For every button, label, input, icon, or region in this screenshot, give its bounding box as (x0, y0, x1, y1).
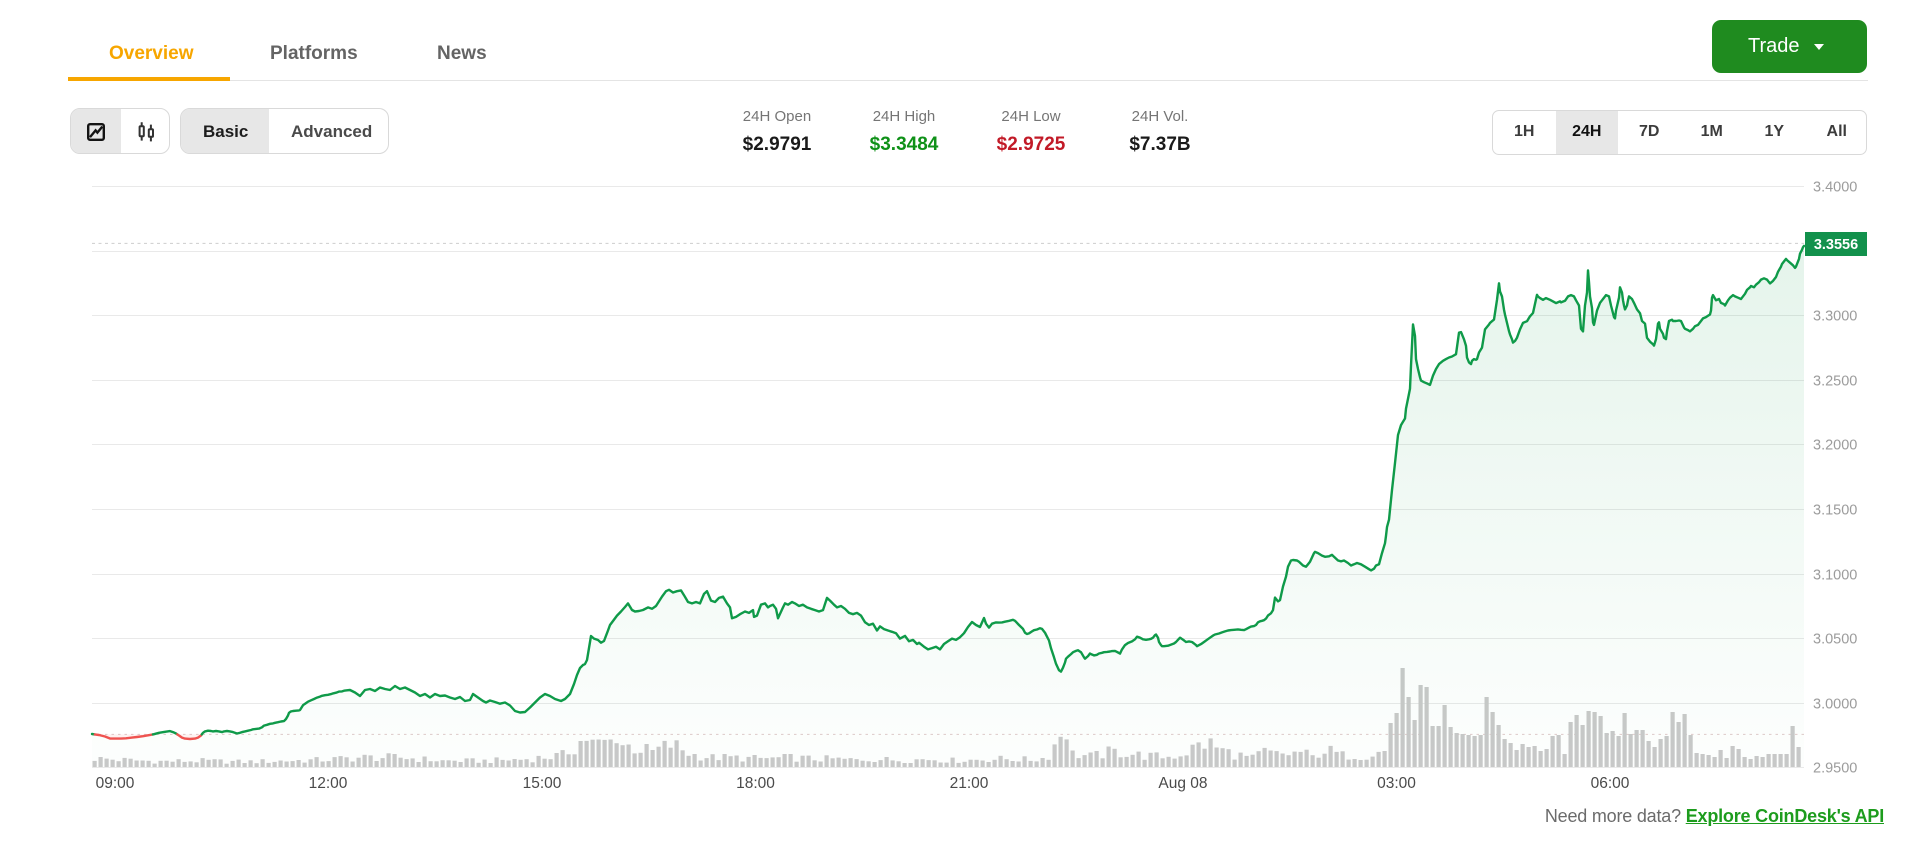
svg-text:2.9500: 2.9500 (1813, 761, 1857, 777)
svg-text:06:00: 06:00 (1591, 775, 1630, 792)
svg-text:Aug 08: Aug 08 (1158, 775, 1207, 792)
svg-text:03:00: 03:00 (1377, 775, 1416, 792)
svg-text:3.0500: 3.0500 (1813, 632, 1857, 648)
svg-text:3.3000: 3.3000 (1813, 309, 1857, 325)
svg-text:3.4000: 3.4000 (1813, 180, 1857, 196)
svg-text:15:00: 15:00 (523, 775, 562, 792)
svg-text:12:00: 12:00 (309, 775, 348, 792)
svg-text:3.0000: 3.0000 (1813, 697, 1857, 713)
svg-text:3.3556: 3.3556 (1814, 237, 1858, 253)
svg-text:3.1500: 3.1500 (1813, 503, 1857, 519)
svg-text:09:00: 09:00 (96, 775, 135, 792)
svg-text:3.2000: 3.2000 (1813, 438, 1857, 454)
svg-text:18:00: 18:00 (736, 775, 775, 792)
svg-text:21:00: 21:00 (950, 775, 989, 792)
svg-text:3.2500: 3.2500 (1813, 374, 1857, 390)
svg-text:3.1000: 3.1000 (1813, 568, 1857, 584)
